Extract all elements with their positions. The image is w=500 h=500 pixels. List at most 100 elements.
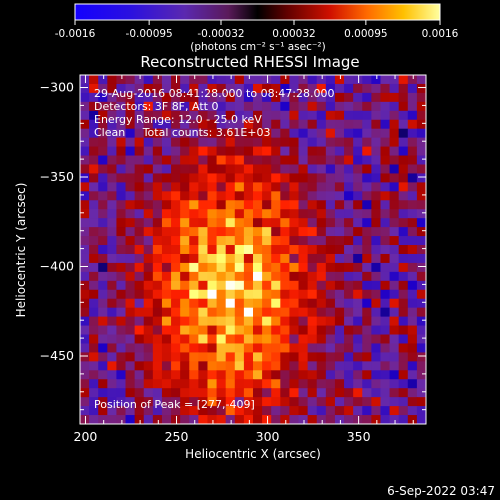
heatmap-cell [398, 379, 409, 389]
heatmap-cell [371, 343, 382, 354]
heatmap-cell [426, 406, 436, 416]
heatmap-cell [98, 253, 108, 264]
heatmap-cell [262, 406, 272, 416]
heatmap-cell [426, 272, 436, 282]
heatmap-cell [298, 83, 309, 94]
heatmap-cell [380, 415, 391, 424]
heatmap-cell [316, 280, 327, 291]
heatmap-cell [316, 307, 327, 318]
heatmap-cell [253, 92, 263, 103]
heatmap-cell [280, 128, 291, 139]
heatmap-cell [389, 271, 400, 282]
heatmap-cell [307, 128, 318, 139]
footer-date: 6-Sep-2022 03:47 [387, 484, 495, 498]
heatmap-cell [152, 361, 163, 371]
heatmap-cell [344, 397, 354, 407]
heatmap-cell [143, 370, 154, 380]
heatmap-cell [307, 388, 318, 398]
heatmap-cell [189, 289, 199, 300]
heatmap-cell [152, 75, 163, 85]
heatmap-cell [152, 110, 163, 121]
heatmap-cell [280, 298, 291, 309]
heatmap-cell [180, 128, 190, 139]
heatmap-cell [289, 298, 300, 309]
heatmap-cell [89, 262, 99, 273]
heatmap-cell [80, 92, 90, 103]
heatmap-cell [180, 236, 190, 246]
heatmap-cell [416, 388, 426, 398]
heatmap-cell [362, 307, 372, 318]
colorbar-gradient [74, 3, 441, 21]
heatmap-cell [198, 388, 209, 398]
heatmap-cell [134, 406, 145, 416]
heatmap-cell [371, 280, 382, 291]
heatmap-cell [325, 137, 336, 148]
heatmap-cell [298, 110, 309, 121]
heatmap-cell [389, 218, 400, 228]
heatmap-cell [334, 334, 345, 345]
y-tick-label: −300 [40, 80, 74, 95]
heatmap-cell [189, 406, 199, 416]
heatmap-cell [389, 209, 400, 219]
heatmap-cell [143, 316, 154, 327]
heatmap-cell [180, 227, 190, 237]
heatmap-cell [189, 361, 199, 371]
heatmap-cell [371, 289, 382, 300]
heatmap-cell [171, 164, 181, 175]
heatmap-cell [198, 200, 209, 210]
heatmap-cell [344, 262, 354, 273]
heatmap-cell [152, 146, 163, 157]
heatmap-cell [161, 128, 172, 139]
heatmap-cell [262, 307, 272, 318]
heatmap-cell [334, 137, 345, 148]
heatmap-cell [316, 200, 327, 210]
heatmap-cell [80, 146, 90, 157]
heatmap-cell [426, 182, 436, 192]
heatmap-cell [225, 316, 236, 327]
heatmap-cell [161, 361, 172, 371]
heatmap-cell [325, 307, 336, 318]
heatmap-cell [143, 406, 154, 416]
heatmap-cell [171, 271, 181, 282]
heatmap-cell [253, 245, 263, 255]
heatmap-cell [125, 164, 136, 175]
heatmap-cell [371, 146, 382, 157]
heatmap-cell [80, 370, 90, 380]
heatmap-cell [280, 388, 291, 398]
heatmap-cell [280, 227, 291, 237]
heatmap-cell [125, 370, 136, 380]
heatmap-cell [125, 316, 136, 327]
heatmap-cell [225, 218, 236, 228]
heatmap-cell [207, 262, 218, 273]
heatmap-cell [271, 218, 281, 228]
heatmap-cell [262, 227, 272, 237]
heatmap-cell [243, 307, 254, 318]
heatmap-cell [216, 155, 227, 166]
heatmap-cell [98, 92, 108, 103]
heatmap-cell [398, 388, 409, 398]
heatmap-cell [89, 191, 99, 201]
heatmap-cell [307, 406, 318, 416]
heatmap-cell [89, 137, 99, 148]
heatmap-cell [143, 218, 154, 228]
heatmap-cell [180, 406, 190, 416]
heatmap-cell [426, 245, 436, 255]
heatmap-cell [243, 245, 254, 255]
heatmap-cell [217, 424, 227, 434]
heatmap-cell [380, 343, 391, 354]
heatmap-cell [171, 146, 181, 157]
heatmap-cell [107, 236, 118, 246]
heatmap-cell [398, 119, 409, 130]
heatmap-cell [116, 182, 127, 192]
heatmap-cell [216, 262, 227, 273]
heatmap-cell [189, 424, 199, 434]
heatmap-cell [316, 110, 327, 121]
heatmap-cell [307, 173, 318, 183]
heatmap-cell [125, 173, 136, 183]
heatmap-cell [298, 361, 309, 371]
heatmap-cell [152, 370, 163, 380]
heatmap-cell [371, 128, 382, 139]
heatmap-cell [380, 406, 391, 416]
heatmap-cell [307, 343, 318, 354]
heatmap-cell [398, 343, 409, 354]
